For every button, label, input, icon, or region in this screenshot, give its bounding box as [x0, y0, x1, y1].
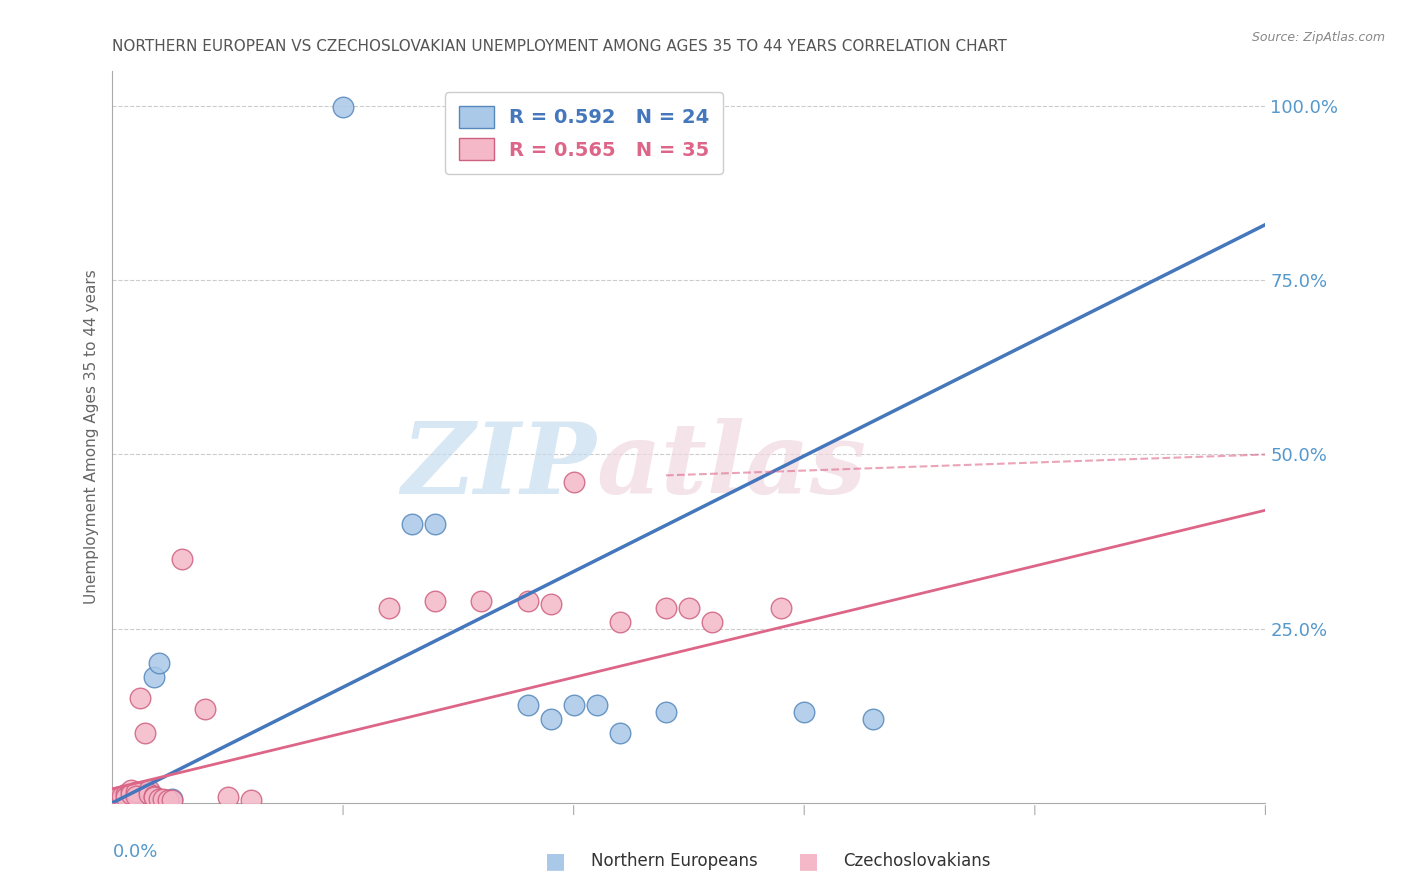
Point — [124, 790, 146, 805]
Point — [425, 517, 447, 532]
Point — [700, 615, 723, 629]
Text: ZIP: ZIP — [402, 418, 596, 515]
Point — [111, 791, 134, 805]
Point — [115, 789, 138, 803]
Text: ■: ■ — [546, 851, 565, 871]
Legend: R = 0.592   N = 24, R = 0.565   N = 35: R = 0.592 N = 24, R = 0.565 N = 35 — [446, 92, 723, 174]
Point — [194, 702, 217, 716]
Point — [540, 597, 562, 611]
Point — [120, 788, 142, 802]
Point — [111, 789, 134, 803]
Point — [105, 790, 128, 805]
Point — [162, 793, 184, 807]
Point — [138, 788, 160, 802]
Point — [148, 791, 170, 805]
Point — [115, 788, 138, 802]
Point — [138, 783, 160, 797]
Point — [655, 705, 678, 719]
Point — [124, 789, 146, 803]
Point — [470, 100, 492, 114]
Point — [516, 698, 538, 713]
Point — [470, 594, 492, 608]
Point — [239, 793, 262, 807]
Point — [678, 600, 700, 615]
Point — [129, 789, 152, 803]
Point — [770, 600, 793, 615]
Point — [562, 698, 585, 713]
Point — [105, 793, 128, 807]
Text: atlas: atlas — [596, 418, 866, 515]
Point — [170, 552, 193, 566]
Text: 0.0%: 0.0% — [112, 843, 157, 861]
Y-axis label: Unemployment Among Ages 35 to 44 years: Unemployment Among Ages 35 to 44 years — [83, 269, 98, 605]
Point — [143, 789, 166, 803]
Point — [609, 726, 631, 740]
Point — [105, 793, 128, 807]
Point — [124, 785, 146, 799]
Point — [148, 657, 170, 671]
Point — [540, 712, 562, 726]
Point — [143, 790, 166, 805]
Point — [425, 594, 447, 608]
Text: Northern Europeans: Northern Europeans — [591, 852, 758, 870]
Point — [156, 793, 179, 807]
Point — [134, 788, 156, 802]
Point — [378, 600, 401, 615]
Point — [134, 726, 156, 740]
Point — [143, 670, 166, 684]
Point — [111, 792, 134, 806]
Text: Czechoslovakians: Czechoslovakians — [844, 852, 991, 870]
Point — [129, 691, 152, 706]
Point — [120, 790, 142, 805]
Point — [332, 100, 354, 114]
Point — [115, 791, 138, 805]
Point — [609, 615, 631, 629]
Point — [120, 783, 142, 797]
Text: ■: ■ — [799, 851, 818, 871]
Text: Source: ZipAtlas.com: Source: ZipAtlas.com — [1251, 31, 1385, 45]
Point — [217, 790, 239, 805]
Point — [115, 790, 138, 805]
Point — [862, 712, 884, 726]
Point — [162, 792, 184, 806]
Point — [138, 785, 160, 799]
Point — [562, 475, 585, 490]
Text: NORTHERN EUROPEAN VS CZECHOSLOVAKIAN UNEMPLOYMENT AMONG AGES 35 TO 44 YEARS CORR: NORTHERN EUROPEAN VS CZECHOSLOVAKIAN UNE… — [112, 38, 1007, 54]
Point — [585, 698, 607, 713]
Point — [516, 594, 538, 608]
Point — [655, 600, 678, 615]
Point — [152, 792, 174, 806]
Point — [793, 705, 815, 719]
Point — [401, 517, 423, 532]
